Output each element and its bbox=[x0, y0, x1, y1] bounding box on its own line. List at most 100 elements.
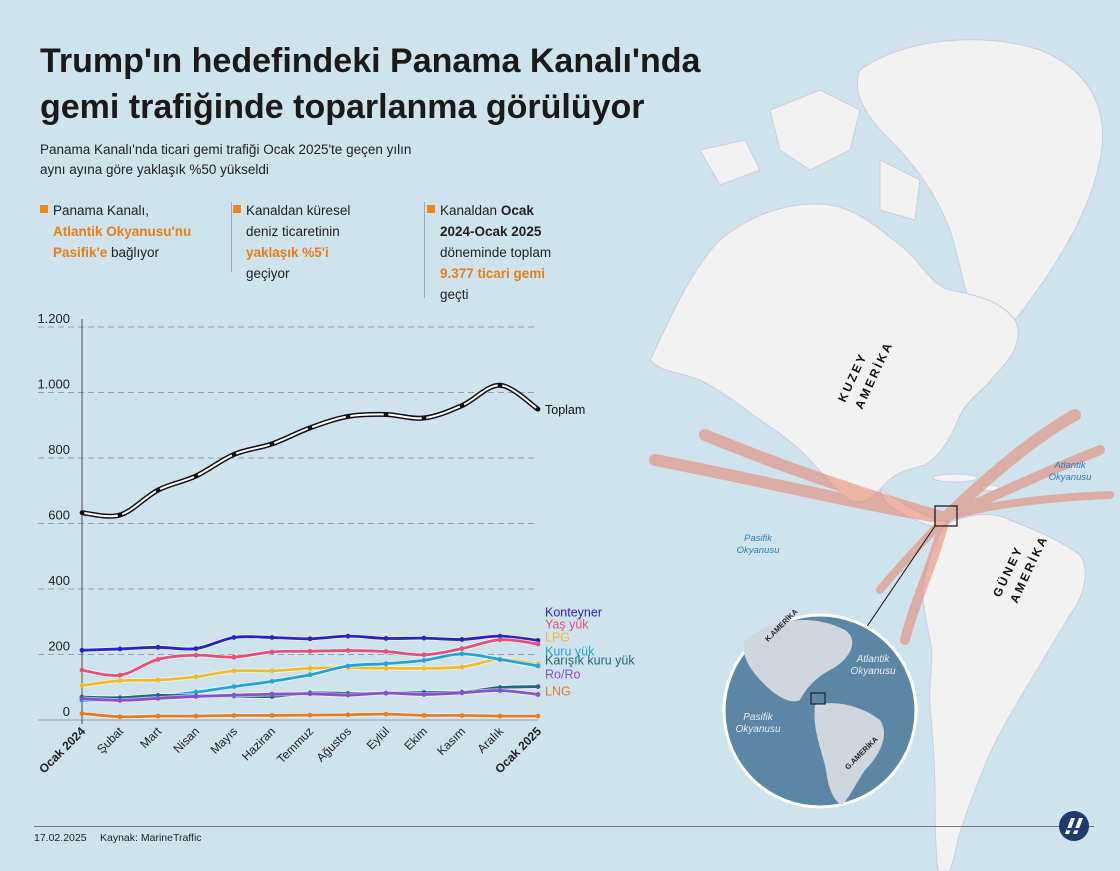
title-line-2: gemi trafiğinde toparlanma görülüyor bbox=[40, 88, 645, 126]
data-point bbox=[383, 649, 389, 654]
x-tick-label: Ocak 2024 bbox=[36, 724, 88, 776]
y-tick-label: 400 bbox=[48, 573, 70, 588]
data-point bbox=[421, 635, 427, 641]
data-point bbox=[231, 451, 237, 457]
data-point bbox=[193, 674, 199, 680]
fact3-line1b: Ocak bbox=[500, 203, 534, 218]
series-ro/ro bbox=[79, 688, 541, 703]
data-point bbox=[307, 636, 313, 642]
x-tick-label: Mayıs bbox=[208, 724, 241, 757]
data-point bbox=[231, 635, 237, 640]
globe-panama-box bbox=[810, 692, 826, 705]
chart-x-axis-labels: Ocak 2024 Şubat Mart Nisan MayısHaziranTemmu… bbox=[36, 724, 544, 777]
data-point bbox=[421, 415, 427, 421]
data-point bbox=[79, 667, 85, 673]
page-title: Trump'ın hedefindeki Panama Kanalı'nda g… bbox=[40, 38, 800, 130]
series-label: Toplam bbox=[545, 403, 585, 417]
fact-divider bbox=[424, 202, 425, 298]
x-tick-label: Aralık bbox=[475, 724, 507, 756]
data-point bbox=[231, 692, 237, 698]
data-point bbox=[345, 414, 351, 419]
data-point bbox=[497, 382, 503, 388]
data-point bbox=[497, 657, 503, 662]
data-point bbox=[383, 636, 389, 641]
x-tick-label: Ağustos bbox=[314, 724, 355, 765]
data-point bbox=[307, 691, 313, 697]
fact-divider bbox=[231, 202, 232, 272]
data-point bbox=[269, 691, 275, 697]
data-point bbox=[117, 672, 123, 678]
data-point bbox=[383, 412, 389, 417]
data-point bbox=[535, 692, 541, 697]
data-point bbox=[421, 652, 427, 658]
data-point bbox=[117, 697, 123, 703]
y-tick-label: 0 bbox=[63, 704, 70, 719]
data-point bbox=[193, 694, 199, 699]
footer-divider bbox=[34, 826, 1094, 827]
series-konteyner bbox=[79, 633, 541, 653]
globe-pacific-label-2: Okyanusu bbox=[735, 724, 780, 735]
fact2-line1: Kanaldan küresel bbox=[246, 203, 351, 218]
series-label: Konteyner bbox=[545, 605, 602, 619]
fact2-line4: geçiyor bbox=[246, 266, 290, 281]
fact1-highlight-1: Atlantik Okyanusu'nu bbox=[53, 224, 192, 239]
series-label: Karışık kuru yük bbox=[545, 653, 635, 667]
series-label: Kuru yük bbox=[545, 644, 595, 658]
data-point bbox=[79, 647, 85, 653]
data-point bbox=[307, 648, 313, 654]
data-point bbox=[269, 678, 275, 684]
fact3-line3: döneminde toplam bbox=[440, 245, 552, 260]
data-point bbox=[383, 690, 389, 696]
data-point bbox=[193, 473, 199, 479]
data-point bbox=[79, 683, 85, 689]
data-point bbox=[421, 657, 427, 663]
data-point bbox=[269, 668, 275, 674]
series-lpg bbox=[79, 657, 541, 689]
globe-south-america bbox=[814, 703, 885, 805]
data-point bbox=[193, 652, 199, 658]
series-label: Yaş yük bbox=[545, 617, 589, 631]
panama-highlight-box bbox=[934, 505, 958, 527]
data-point bbox=[269, 441, 275, 447]
data-point bbox=[497, 637, 503, 643]
data-point bbox=[383, 661, 389, 667]
globe-atlantic-label-1: Atlantik bbox=[856, 654, 891, 665]
data-point bbox=[231, 654, 237, 660]
pacific-label-2: Okyanusu bbox=[737, 545, 780, 556]
globe-atlantic-label-2: Okyanusu bbox=[850, 666, 895, 677]
data-point bbox=[307, 712, 313, 718]
south-america-shape bbox=[922, 514, 1086, 871]
data-point bbox=[459, 646, 465, 652]
series-toplam bbox=[79, 382, 541, 519]
data-point bbox=[193, 713, 199, 719]
data-point bbox=[117, 646, 123, 652]
fact3-line5: geçti bbox=[440, 287, 469, 302]
x-tick-label: Mart bbox=[137, 724, 164, 751]
data-point bbox=[497, 633, 503, 639]
data-point bbox=[535, 641, 541, 647]
fact-bullet-icon bbox=[427, 205, 435, 213]
arctic-islands-shape bbox=[699, 89, 921, 221]
series-yaş-yük bbox=[79, 637, 541, 678]
data-point bbox=[307, 425, 313, 431]
data-point bbox=[421, 665, 427, 671]
north-america-shape bbox=[649, 203, 1019, 503]
data-point bbox=[345, 633, 351, 639]
x-tick-label: Şubat bbox=[94, 724, 127, 757]
subtitle-line-2: aynı ayına göre yaklaşık %50 yükseldi bbox=[40, 162, 269, 177]
fact3-line2: 2024-Ocak 2025 bbox=[440, 224, 542, 239]
data-point bbox=[231, 713, 237, 718]
series-label: LNG bbox=[545, 684, 571, 698]
data-point bbox=[307, 665, 313, 671]
fact2-highlight: yaklaşık %5'i bbox=[246, 245, 329, 260]
fact3-highlight: 9.377 ticari gemi bbox=[440, 266, 546, 281]
fact-ship-count: Kanaldan Ocak 2024-Ocak 2025 döneminde t… bbox=[427, 200, 587, 305]
fact-trade-share: Kanaldan küresel deniz ticaretinin yakla… bbox=[233, 200, 403, 284]
data-point bbox=[459, 713, 465, 718]
chart-y-axis-labels: 0 200 400 600 800 1.000 1.200 bbox=[37, 311, 70, 719]
data-point bbox=[459, 651, 465, 657]
data-point bbox=[117, 714, 123, 720]
data-point bbox=[535, 713, 541, 719]
